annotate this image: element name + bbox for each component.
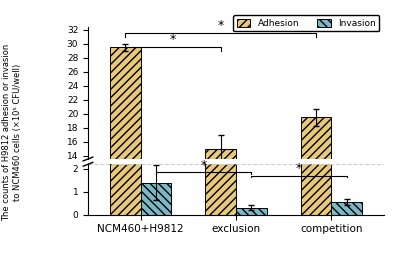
Bar — [236, 251, 266, 253]
Bar — [110, 47, 140, 253]
Bar — [332, 202, 362, 215]
Bar — [140, 243, 171, 253]
Bar — [332, 249, 362, 253]
Bar — [140, 183, 171, 215]
Bar — [110, 0, 140, 215]
Text: The counts of H9812 adhesion or invasion
to NCM460 cells (×10⁵ CFU/well): The counts of H9812 adhesion or invasion… — [2, 44, 22, 221]
Text: *: * — [170, 33, 176, 46]
Text: *: * — [218, 19, 224, 32]
Bar — [206, 149, 236, 253]
Text: *: * — [296, 162, 302, 175]
Bar — [301, 0, 332, 215]
Bar — [301, 117, 332, 253]
Bar — [206, 0, 236, 215]
Bar — [236, 208, 266, 215]
Text: *: * — [200, 159, 207, 172]
Legend: Adhesion, Invasion: Adhesion, Invasion — [233, 15, 380, 32]
